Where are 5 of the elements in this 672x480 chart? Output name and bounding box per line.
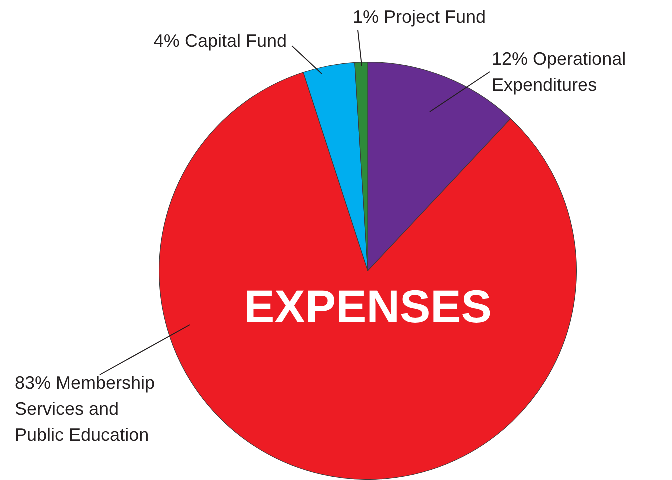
slice-label: 12% Operational Expenditures: [492, 48, 626, 95]
slice-label: 4% Capital Fund: [154, 30, 287, 51]
slice-label: 83% Membership Services and Public Education: [15, 372, 156, 445]
slice-label: 1% Project Fund: [353, 6, 486, 27]
text: EXPENSES: [244, 280, 492, 333]
